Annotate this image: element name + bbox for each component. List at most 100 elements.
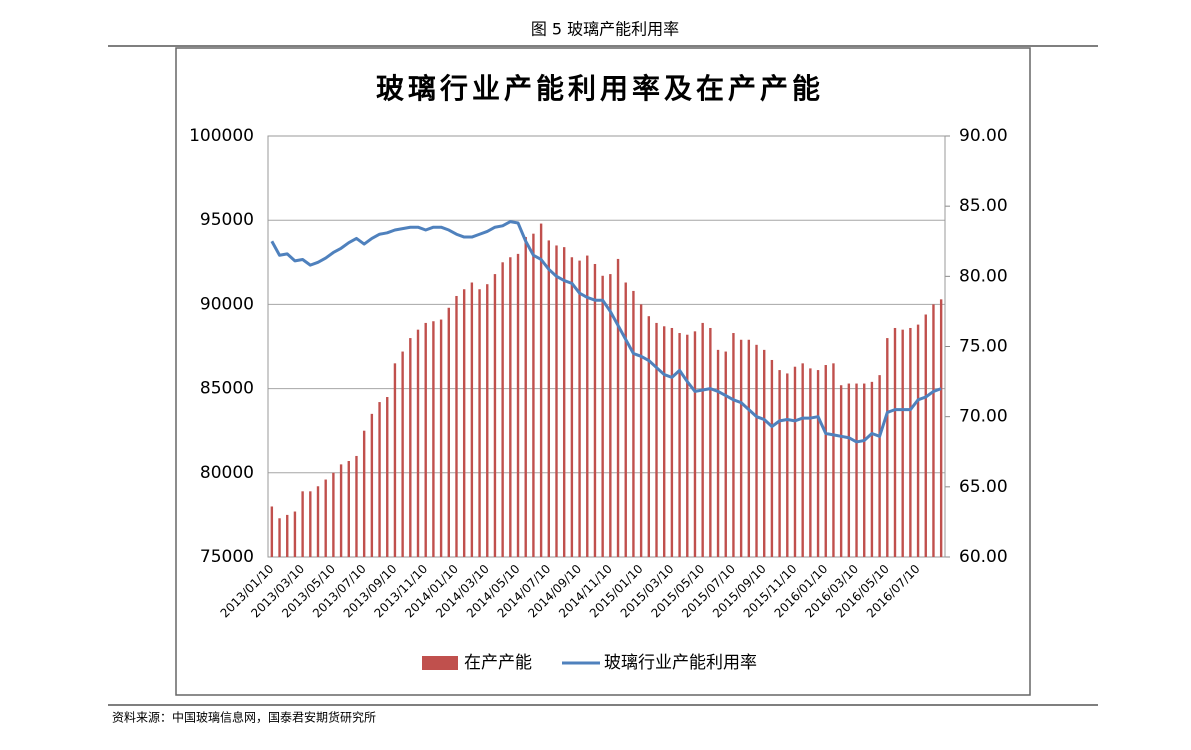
bar — [739, 339, 743, 557]
bar — [855, 383, 858, 557]
bar — [809, 368, 812, 557]
bar — [455, 295, 458, 557]
bar — [286, 514, 289, 557]
y2-tick-label: 85.00 — [959, 196, 1008, 216]
bar — [362, 430, 366, 557]
bar — [370, 413, 374, 557]
bar — [586, 255, 589, 557]
bar — [601, 275, 604, 557]
chart-frame — [175, 47, 1031, 696]
y-tick-label: 85000 — [200, 379, 254, 399]
bar — [793, 366, 797, 557]
bar — [655, 322, 658, 557]
bar — [670, 327, 674, 557]
bar — [524, 237, 527, 558]
bar — [378, 402, 381, 557]
bar — [486, 284, 489, 557]
bar — [578, 260, 581, 557]
bar — [839, 385, 843, 557]
bar — [747, 339, 751, 557]
y2-tick-label: 90.00 — [959, 126, 1008, 146]
bar — [401, 351, 404, 557]
bar — [432, 321, 435, 557]
bar — [439, 319, 443, 557]
bar — [724, 351, 727, 557]
bar — [324, 479, 327, 557]
legend-label: 在产产能 — [464, 653, 532, 673]
bar — [509, 257, 512, 557]
bar — [909, 327, 912, 557]
bar — [770, 359, 774, 557]
bar — [555, 245, 558, 557]
bar — [293, 511, 297, 557]
bar — [701, 322, 704, 557]
bar — [693, 331, 697, 557]
bar — [609, 274, 612, 557]
figure-caption: 图 5 玻璃产能利用率 — [531, 20, 679, 39]
y-tick-label: 90000 — [200, 294, 254, 314]
bar — [624, 282, 627, 557]
bar — [755, 344, 758, 557]
bar — [332, 472, 335, 557]
bar — [824, 365, 827, 557]
bar — [924, 314, 927, 557]
bar — [301, 491, 304, 557]
bar — [309, 491, 312, 557]
bar — [447, 307, 450, 557]
bar — [863, 383, 866, 557]
bar — [547, 240, 551, 557]
bar — [270, 506, 274, 557]
bar — [347, 461, 350, 557]
bar — [732, 333, 735, 557]
y2-tick-label: 60.00 — [959, 547, 1008, 567]
bar — [570, 257, 574, 557]
bar — [339, 464, 343, 557]
bar — [632, 290, 635, 557]
bar — [539, 223, 543, 557]
bar — [532, 233, 535, 557]
bar — [939, 299, 943, 557]
bar — [763, 349, 766, 557]
y-tick-label: 100000 — [189, 126, 254, 146]
bar — [786, 373, 789, 557]
bar — [409, 338, 412, 557]
y-tick-label: 75000 — [200, 547, 254, 567]
bar — [816, 370, 820, 557]
bar — [462, 289, 466, 557]
bar — [562, 247, 566, 558]
bar — [424, 322, 427, 557]
y2-tick-label: 70.00 — [959, 407, 1008, 427]
bar — [801, 363, 804, 557]
bar — [501, 262, 504, 557]
bar — [847, 383, 851, 557]
bar — [886, 338, 889, 557]
bar — [678, 333, 681, 557]
bar — [709, 327, 712, 557]
bar — [478, 289, 481, 557]
bar — [593, 263, 597, 557]
bar — [416, 329, 420, 557]
bar — [386, 397, 389, 557]
bar — [778, 370, 781, 557]
plot-frame — [267, 135, 946, 558]
bar — [393, 363, 397, 557]
chart-title: 玻璃行业产能利用率及在产产能 — [376, 72, 824, 105]
bar — [639, 304, 643, 557]
legend-swatch — [422, 656, 458, 670]
y2-tick-label: 80.00 — [959, 266, 1008, 286]
bar — [647, 316, 651, 557]
bar — [686, 334, 689, 557]
legend-label: 玻璃行业产能利用率 — [604, 653, 757, 673]
bar — [316, 486, 320, 557]
bar — [516, 253, 520, 557]
y2-tick-label: 75.00 — [959, 337, 1008, 357]
bar — [932, 304, 935, 557]
bar — [470, 282, 474, 557]
bar — [893, 327, 897, 557]
bar — [716, 349, 720, 557]
bar — [493, 274, 497, 557]
bar — [870, 381, 874, 557]
line — [270, 220, 942, 444]
